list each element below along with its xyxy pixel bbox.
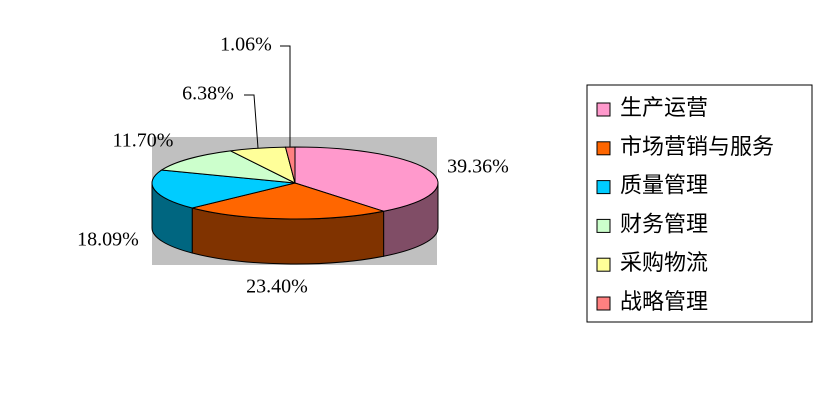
legend-label: 生产运营: [620, 95, 708, 120]
slice: [160, 150, 296, 184]
value-label: 6.38%: [182, 83, 234, 105]
legend-swatch: [596, 257, 611, 272]
leader-line: [280, 45, 291, 147]
legend-swatch: [596, 102, 611, 117]
value-label: 23.40%: [246, 276, 308, 298]
value-label: 39.36%: [447, 156, 509, 178]
legend-label: 财务管理: [620, 211, 708, 236]
legend-label: 战略管理: [620, 289, 708, 314]
legend-swatch: [596, 141, 611, 156]
value-label: 11.70%: [113, 130, 174, 152]
legend: [586, 84, 813, 323]
slice: [192, 182, 384, 220]
legend-label: 市场营销与服务: [620, 134, 774, 159]
leader-line: [244, 94, 259, 149]
value-label: 1.06%: [220, 34, 272, 56]
legend-label: 质量管理: [620, 173, 708, 198]
legend-swatch: [596, 218, 611, 233]
value-label: 18.09%: [77, 229, 139, 251]
slice: [294, 146, 439, 212]
slice: [284, 146, 296, 184]
legend-label: 采购物流: [620, 250, 708, 275]
legend-swatch: [596, 296, 611, 311]
legend-swatch: [596, 180, 611, 195]
